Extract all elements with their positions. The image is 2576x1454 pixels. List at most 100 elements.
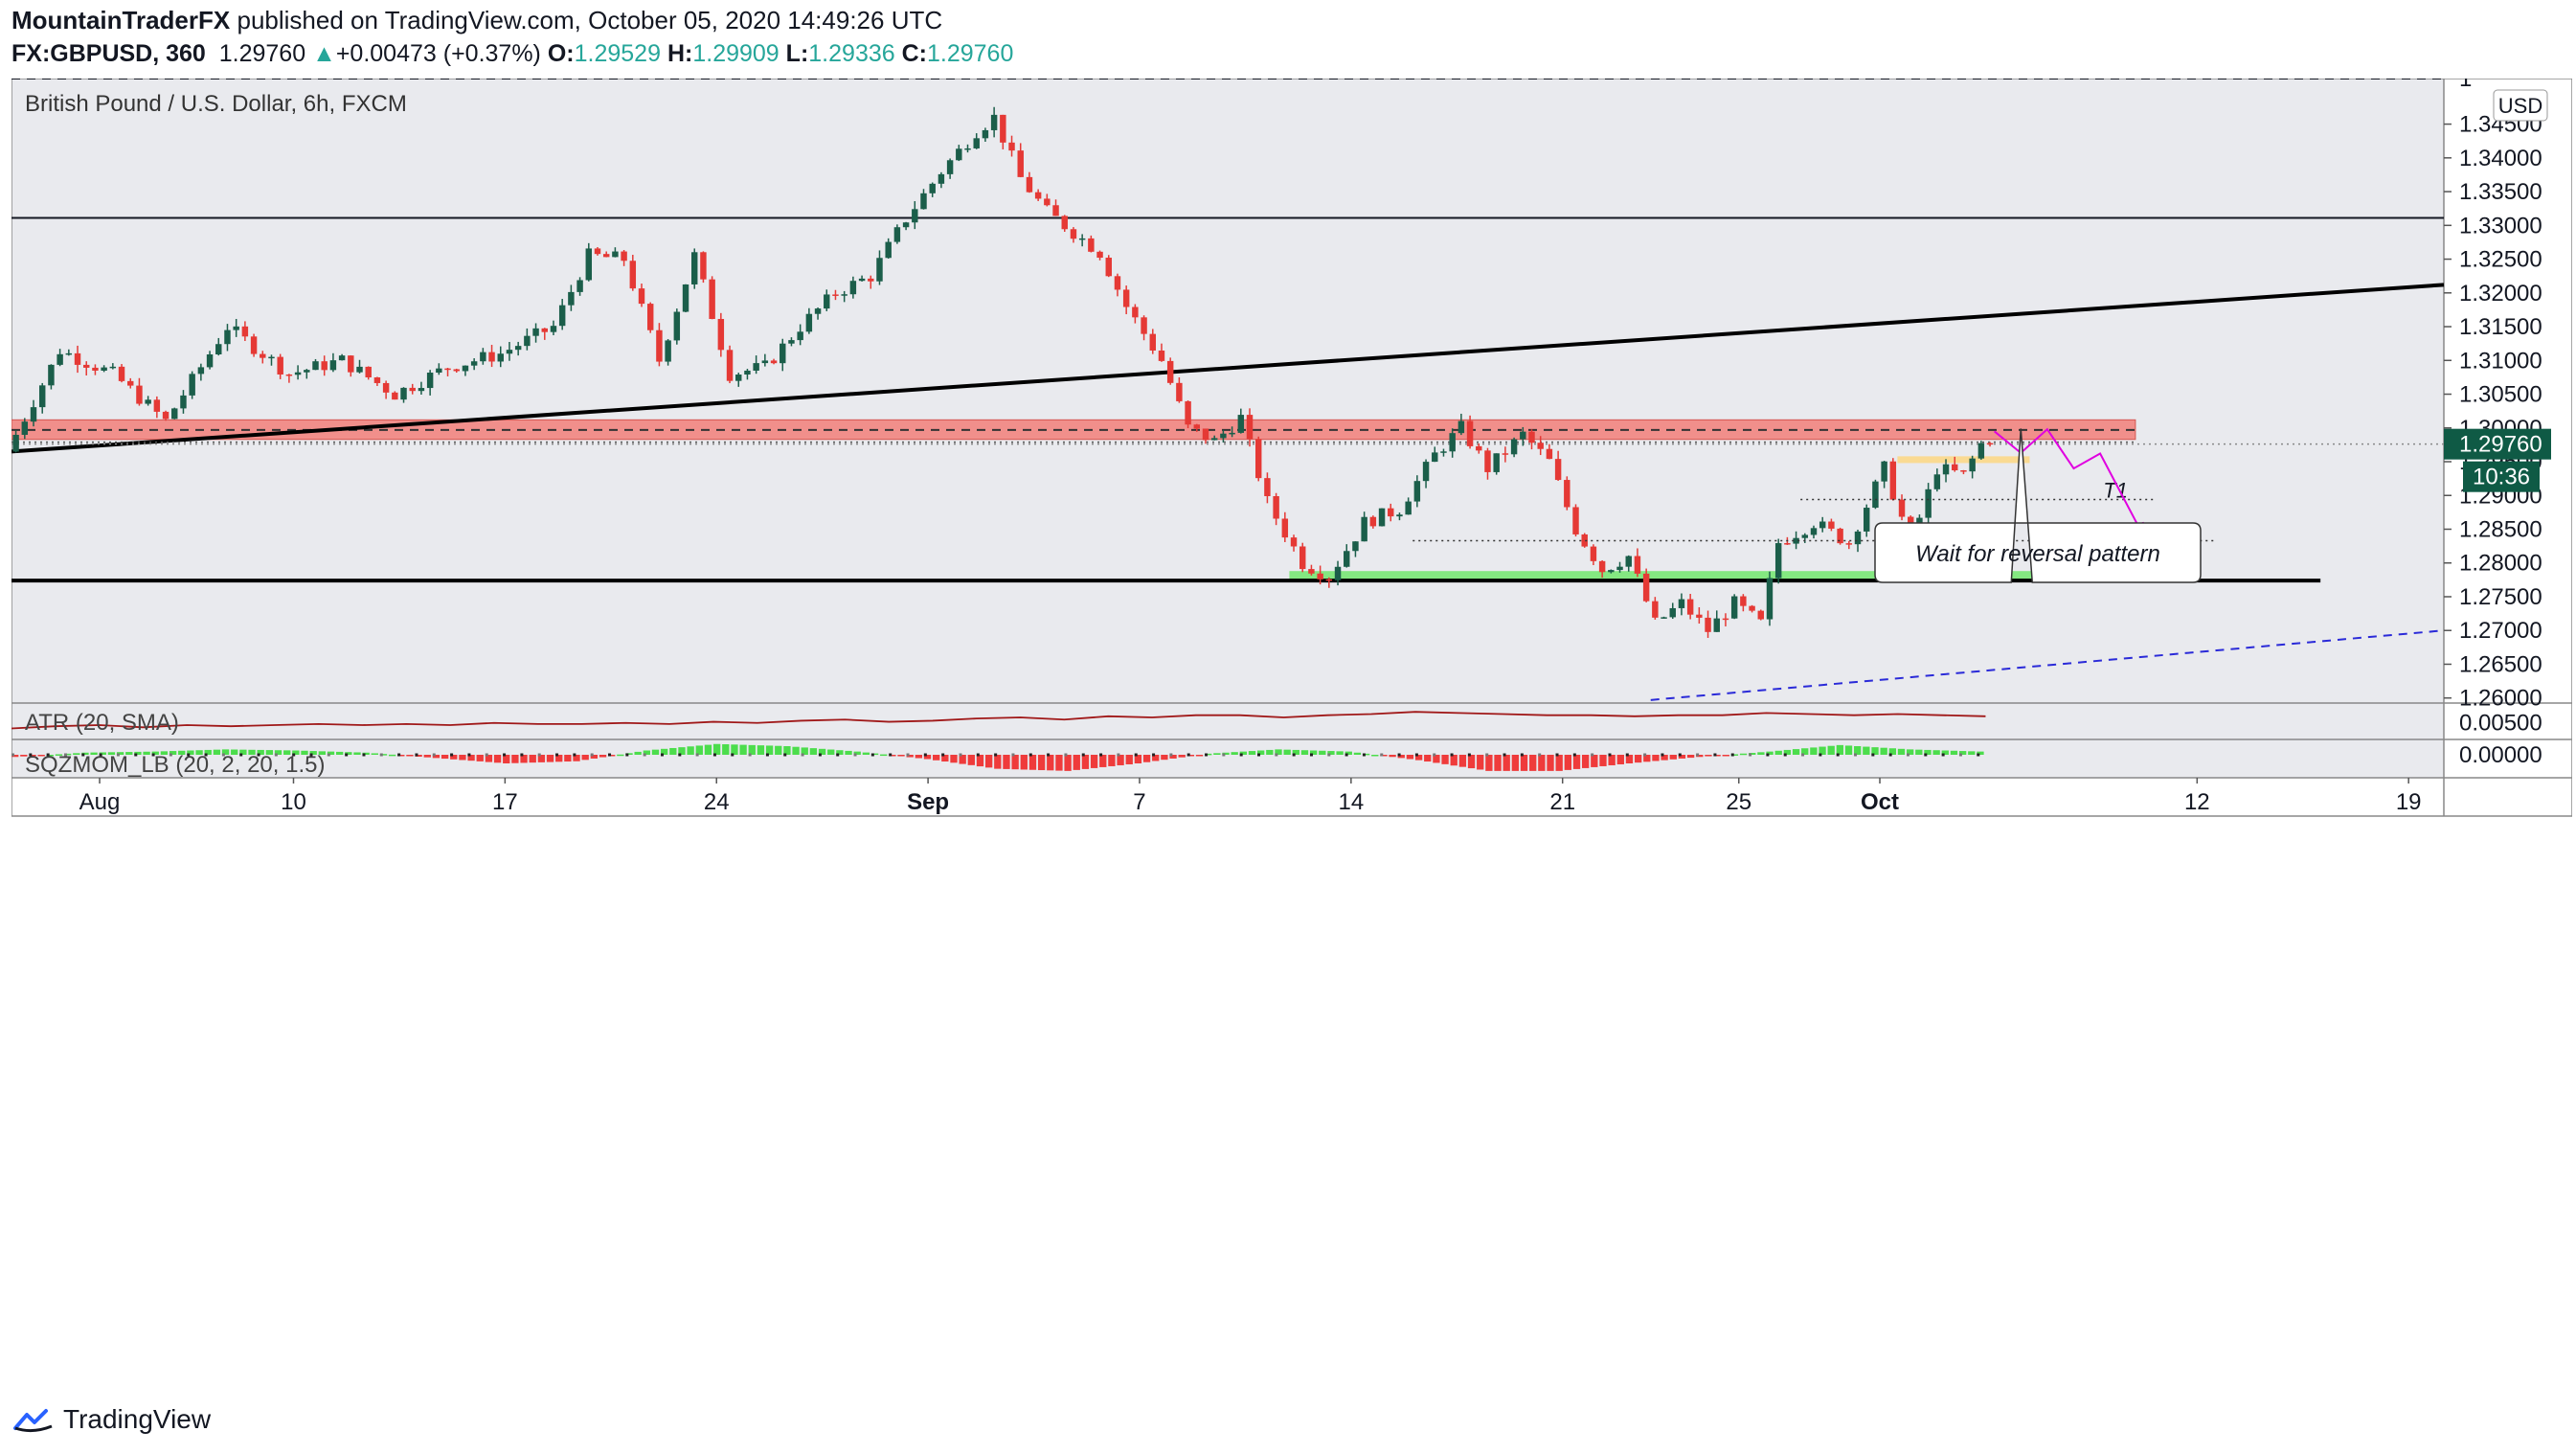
y-tick-label: 1.33000 <box>2459 213 2542 239</box>
sqz-dot <box>1958 753 1962 757</box>
sqz-bar <box>1897 748 1906 755</box>
atr-axis-label: 0.00500 <box>2459 711 2542 737</box>
candle-body <box>153 399 161 412</box>
sqz-bar <box>1309 750 1318 755</box>
candle-body <box>1925 488 1932 518</box>
candle-body <box>1158 350 1165 361</box>
candle-body <box>1432 452 1438 463</box>
sqz-bar <box>160 751 169 755</box>
candle-body <box>744 370 751 375</box>
x-tick-label: Aug <box>79 789 121 815</box>
candle-body <box>1598 560 1606 573</box>
candle-body <box>1299 546 1306 570</box>
sqz-bar <box>265 750 274 755</box>
candle-body <box>858 278 866 282</box>
sqz-dot <box>11 753 14 757</box>
sqz-bar <box>1003 755 1010 769</box>
sqz-bar <box>231 749 238 755</box>
sqz-bar <box>169 751 177 755</box>
sqz-dot <box>345 753 349 757</box>
sqz-dot <box>1064 753 1068 757</box>
sqz-dot <box>1047 753 1051 757</box>
callout-box <box>1874 428 2202 583</box>
x-tick-label: 21 <box>1549 789 1575 815</box>
sqz-bar <box>1906 749 1914 755</box>
candle-body <box>1564 480 1570 508</box>
sqz-bar <box>204 749 212 755</box>
chart-frame <box>11 79 2572 817</box>
candle-body <box>1141 317 1147 334</box>
sqz-dot <box>976 753 980 757</box>
author-name[interactable]: MountainTraderFX <box>11 6 231 34</box>
sqz-bar <box>37 755 45 757</box>
sqz-axis-label: 0.00000 <box>2459 742 2542 768</box>
projection-path <box>1994 427 2145 538</box>
symbol-label[interactable]: FX:GBPUSD, 360 <box>11 40 206 67</box>
candle-body <box>1149 333 1156 351</box>
candle-body <box>1088 238 1095 252</box>
sqz-dot <box>1749 753 1752 757</box>
candle-body <box>1220 433 1227 439</box>
sqz-bar <box>1915 749 1923 755</box>
sqz-dot <box>1783 753 1787 757</box>
sqz-bar <box>1669 755 1677 760</box>
high-value: 1.29909 <box>692 40 780 67</box>
sqz-dot <box>362 753 366 757</box>
sqz-dot <box>1222 753 1226 757</box>
sqz-dot <box>1713 753 1717 757</box>
sqz-bar <box>213 749 221 755</box>
candle-body <box>1044 198 1051 206</box>
candle-body <box>524 335 531 347</box>
sqz-dot <box>748 753 752 757</box>
tradingview-logo-icon <box>13 1409 53 1433</box>
sqz-bar <box>362 752 370 755</box>
tradingview-footer[interactable]: TradingView <box>13 1404 211 1435</box>
candle-body <box>1413 481 1421 502</box>
sqz-bar <box>1801 748 1809 755</box>
sqz-bar <box>81 752 89 755</box>
up-triangle-icon: ▲ <box>312 40 336 67</box>
sqz-bar <box>581 755 589 761</box>
sqz-bar <box>283 750 291 755</box>
sqz-bar <box>1055 755 1063 771</box>
candle-body <box>260 353 266 358</box>
candle-body <box>206 353 214 368</box>
sqz-bar <box>1888 748 1896 755</box>
candle-body <box>497 353 504 362</box>
y-tick-label-top: 1 <box>2459 79 2472 92</box>
sqz-dot <box>1344 753 1348 757</box>
sqz-bar <box>625 753 633 755</box>
sqz-bar <box>1047 755 1054 771</box>
sqz-bar <box>116 752 124 755</box>
candle-body <box>885 241 892 259</box>
sqz-bar <box>1205 753 1212 756</box>
y-tick-label: 1.31000 <box>2459 348 2542 374</box>
candle-body <box>1819 521 1826 529</box>
candle-body <box>1484 450 1491 472</box>
sqz-bar <box>371 753 378 755</box>
sqz-bar <box>1292 749 1299 755</box>
candle-body <box>268 356 275 359</box>
sqz-bar <box>643 750 650 755</box>
candle-body <box>1476 445 1482 451</box>
sqz-dot <box>187 753 191 757</box>
candle-body <box>1449 433 1456 452</box>
chart-area[interactable]: 1.26000 1.26500 1.27000 1.27500 1.28000 1.285… <box>11 79 2572 1395</box>
candle-body <box>1572 507 1579 534</box>
sqz-bar <box>889 755 896 757</box>
sqz-bar <box>415 755 422 757</box>
sqz-dot <box>1888 753 1892 757</box>
sqz-dot <box>467 753 471 757</box>
candle-body <box>109 366 117 369</box>
sqz-dot <box>678 753 682 757</box>
candle-body <box>1008 142 1015 151</box>
candle-body <box>1378 508 1386 527</box>
sqz-bar <box>827 749 835 755</box>
sqz-dot <box>1924 753 1928 757</box>
sqz-bar <box>335 751 344 755</box>
sqz-bar <box>476 755 484 761</box>
candle-body <box>1210 438 1218 441</box>
sqz-dot <box>959 753 962 757</box>
candle-body <box>1616 566 1623 571</box>
candle-body <box>814 308 822 314</box>
